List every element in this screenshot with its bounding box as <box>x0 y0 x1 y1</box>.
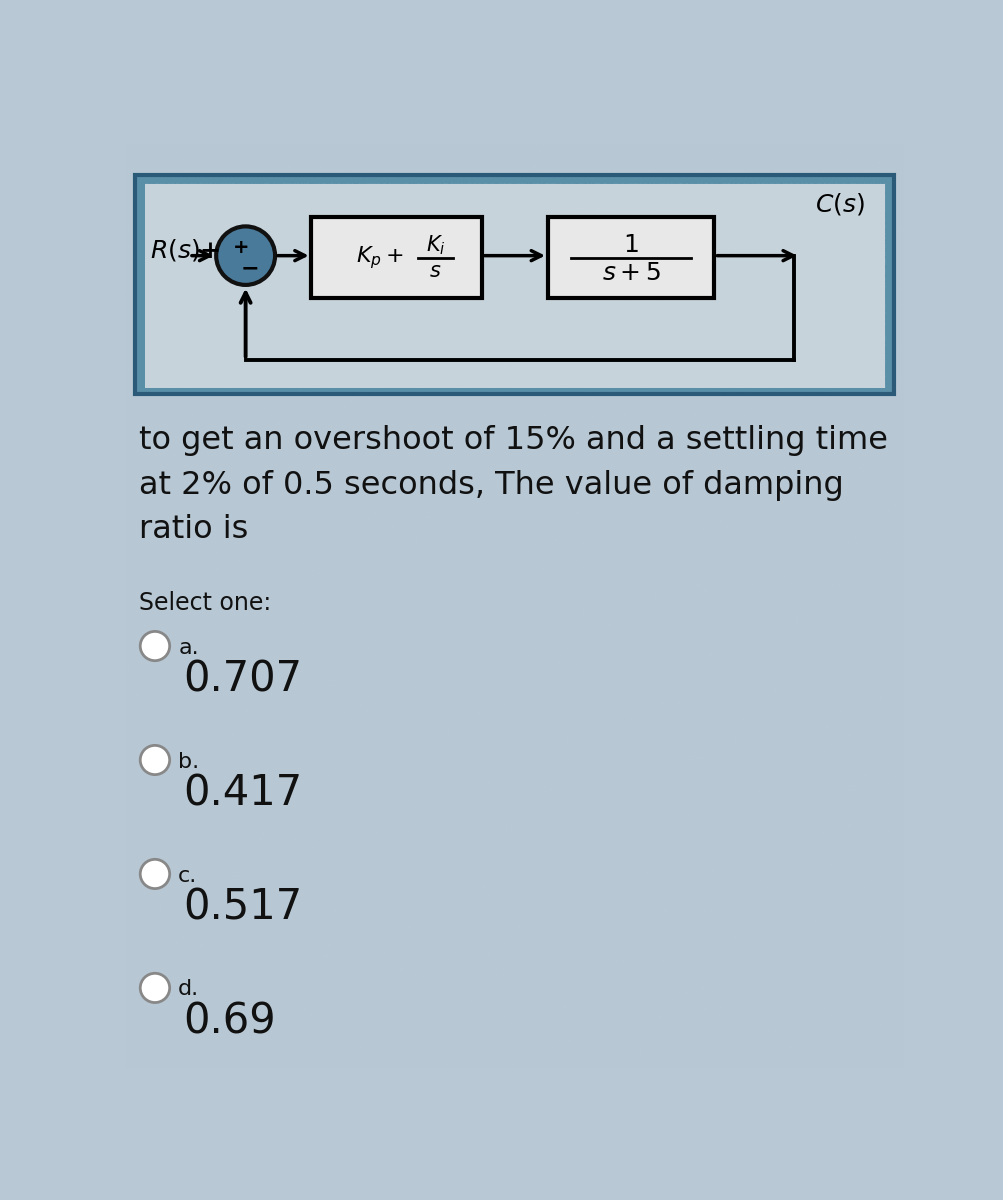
Circle shape <box>140 631 170 661</box>
Circle shape <box>140 859 170 888</box>
Text: 0.707: 0.707 <box>184 658 302 700</box>
Text: −: − <box>240 258 259 278</box>
Text: c.: c. <box>178 865 198 886</box>
Text: $R(s)$+: $R(s)$+ <box>150 238 221 263</box>
Text: $s+5$: $s+5$ <box>601 260 660 284</box>
Text: 0.517: 0.517 <box>184 886 303 928</box>
Text: b.: b. <box>178 751 200 772</box>
Text: 0.417: 0.417 <box>184 772 303 814</box>
Text: 0.69: 0.69 <box>184 1000 276 1042</box>
Bar <box>144 184 884 388</box>
Text: d.: d. <box>178 979 200 1000</box>
Text: at 2% of 0.5 seconds, The value of damping: at 2% of 0.5 seconds, The value of dampi… <box>139 469 844 500</box>
Circle shape <box>140 973 170 1002</box>
Circle shape <box>140 745 170 775</box>
Text: $1$: $1$ <box>623 233 638 257</box>
Circle shape <box>216 227 275 284</box>
Text: ratio is: ratio is <box>139 515 249 545</box>
Text: a.: a. <box>178 637 199 658</box>
Text: $K_p +$: $K_p +$ <box>355 244 403 271</box>
Bar <box>134 175 894 395</box>
Text: to get an overshoot of 15% and a settling time: to get an overshoot of 15% and a settlin… <box>139 425 888 456</box>
Text: +: + <box>233 239 249 258</box>
Text: $s$: $s$ <box>429 262 441 282</box>
Text: Select one:: Select one: <box>139 590 272 614</box>
Bar <box>311 217 481 298</box>
Text: $C(s)$: $C(s)$ <box>814 191 865 217</box>
Bar <box>548 217 714 298</box>
Text: $K_i$: $K_i$ <box>425 234 445 257</box>
